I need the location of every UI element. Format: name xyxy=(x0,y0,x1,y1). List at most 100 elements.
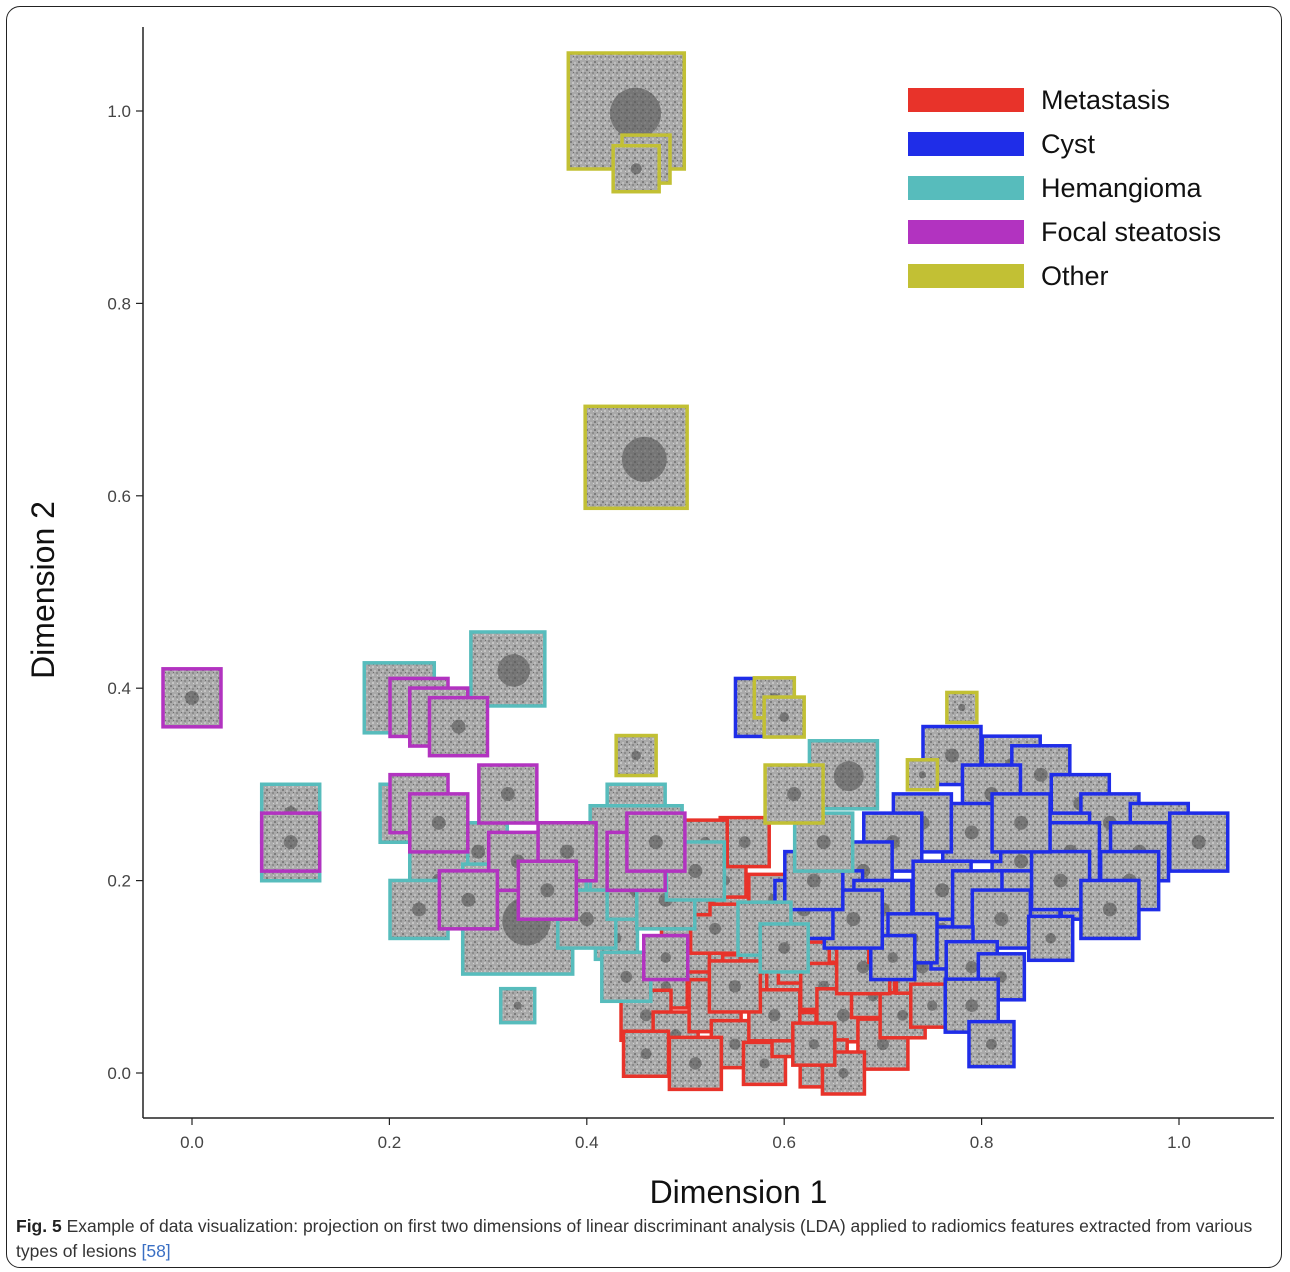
data-point-hemangioma xyxy=(469,630,547,708)
thumbnail-image xyxy=(758,922,810,974)
lesion-spot xyxy=(513,1001,522,1010)
data-point-focal-steatosis xyxy=(642,933,690,982)
lesion-spot xyxy=(648,835,663,850)
lesion-spot xyxy=(688,864,703,878)
lesion-spot xyxy=(965,961,978,974)
lesion-spot xyxy=(1045,933,1056,944)
lesion-spot xyxy=(897,1009,909,1021)
lesion-spot xyxy=(560,844,575,859)
x-tick-label: 0.6 xyxy=(772,1133,796,1152)
lesion-spot xyxy=(728,980,741,993)
lesion-spot xyxy=(994,912,1009,927)
lesion-spot xyxy=(965,999,979,1013)
data-point-other xyxy=(945,690,979,725)
lesion-spot xyxy=(778,942,790,954)
data-point-other xyxy=(583,404,689,511)
y-tick-label: 0.4 xyxy=(107,679,131,698)
legend-label: Focal steatosis xyxy=(1041,217,1221,247)
lesion-spot xyxy=(1014,815,1029,830)
x-tick-label: 0.8 xyxy=(970,1133,994,1152)
data-point-focal-steatosis xyxy=(161,667,223,729)
lesion-spot xyxy=(729,1038,741,1050)
lesion-spot xyxy=(689,1057,702,1070)
lesion-spot xyxy=(1033,767,1048,782)
lesion-spot xyxy=(808,1039,819,1050)
data-point-other xyxy=(905,758,940,792)
lesion-spot xyxy=(787,787,802,801)
lesion-spot xyxy=(945,748,959,763)
data-point-cyst xyxy=(990,792,1052,854)
lesion-spot xyxy=(431,815,446,830)
lesion-spot xyxy=(964,825,979,840)
legend: Metastasis Cyst Hemangioma Focal steatosis O… xyxy=(908,85,1221,291)
lesion-spot xyxy=(935,883,950,898)
lesion-spot xyxy=(640,1009,653,1022)
lesion-spot xyxy=(838,1067,849,1079)
thumbnail-image xyxy=(869,933,917,982)
x-tick-label: 0.2 xyxy=(378,1133,402,1152)
legend-swatch-focal-steatosis xyxy=(908,220,1024,244)
lesion-spot xyxy=(631,750,641,761)
y-tick-label: 0.0 xyxy=(107,1064,131,1083)
lesion-spot xyxy=(610,87,662,139)
lesion-spot xyxy=(833,761,864,792)
lesion-spot xyxy=(768,1009,781,1022)
lesion-spot xyxy=(918,771,926,779)
legend-swatch-metastasis xyxy=(908,88,1024,112)
x-tick-label: 0.0 xyxy=(180,1133,204,1152)
lesion-spot xyxy=(958,703,966,712)
axes: 0.0 0.2 0.4 0.6 0.8 1.0 0.0 0.2 0.4 0.6 0.8 1.0 Dime… xyxy=(25,27,1274,1210)
lesion-spot xyxy=(451,719,466,734)
data-point-cyst xyxy=(970,888,1033,950)
lesion-spot xyxy=(887,952,899,963)
lesion-spot xyxy=(856,960,870,974)
data-point-focal-steatosis xyxy=(408,792,470,854)
lesion-spot xyxy=(497,654,531,687)
figure-caption: Fig. 5 Example of data visualization: pr… xyxy=(16,1214,1266,1264)
lesion-spot xyxy=(846,912,861,927)
data-point-focal-steatosis xyxy=(516,859,579,921)
data-point-focal-steatosis xyxy=(427,695,490,758)
data-point-other xyxy=(763,763,825,825)
lesion-spot xyxy=(412,902,426,917)
lesion-spot xyxy=(1014,854,1029,869)
data-point-focal-steatosis xyxy=(477,763,539,825)
lesion-spot xyxy=(837,1008,850,1022)
legend-label: Other xyxy=(1041,261,1109,291)
caption-reference[interactable]: [58] xyxy=(141,1241,171,1261)
lesion-spot xyxy=(660,952,672,963)
lesion-spot xyxy=(185,690,199,705)
data-point-focal-steatosis xyxy=(259,811,322,873)
lesion-spot xyxy=(620,970,633,983)
data-point-metastasis xyxy=(621,1029,671,1079)
lesion-spot xyxy=(461,892,476,907)
data-point-metastasis xyxy=(707,959,763,1014)
lesion-spot xyxy=(927,1000,938,1011)
data-point-focal-steatosis xyxy=(437,869,500,931)
thumbnail-image xyxy=(667,1035,724,1092)
data-point-cyst xyxy=(967,1019,1016,1069)
data-marks xyxy=(161,51,1230,1096)
scatter-plot: 0.0 0.2 0.4 0.6 0.8 1.0 0.0 0.2 0.4 0.6 0.8 1.0 Dime… xyxy=(25,27,1274,1210)
legend-swatch-hemangioma xyxy=(908,176,1024,200)
y-axis-title: Dimension 2 xyxy=(25,501,61,679)
legend-label: Metastasis xyxy=(1041,85,1170,115)
lesion-spot xyxy=(709,922,721,935)
y-tick-label: 0.6 xyxy=(107,487,131,506)
data-point-cyst xyxy=(1167,811,1230,873)
y-tick-label: 0.2 xyxy=(107,872,131,891)
data-point-metastasis xyxy=(791,1021,837,1067)
data-point-cyst xyxy=(1026,914,1075,963)
lesion-spot xyxy=(471,844,486,859)
x-tick-label: 0.4 xyxy=(575,1133,599,1152)
x-axis-title: Dimension 1 xyxy=(650,1174,828,1210)
data-point-cyst xyxy=(1079,878,1141,941)
lesion-spot xyxy=(738,836,751,848)
lesion-spot xyxy=(816,835,831,850)
lesion-spot xyxy=(1102,902,1117,917)
caption-fig-label: Fig. 5 xyxy=(16,1216,62,1236)
legend-label: Cyst xyxy=(1041,129,1095,159)
data-point-metastasis xyxy=(667,1035,724,1092)
data-point-other xyxy=(611,143,661,194)
lesion-spot xyxy=(579,912,594,927)
